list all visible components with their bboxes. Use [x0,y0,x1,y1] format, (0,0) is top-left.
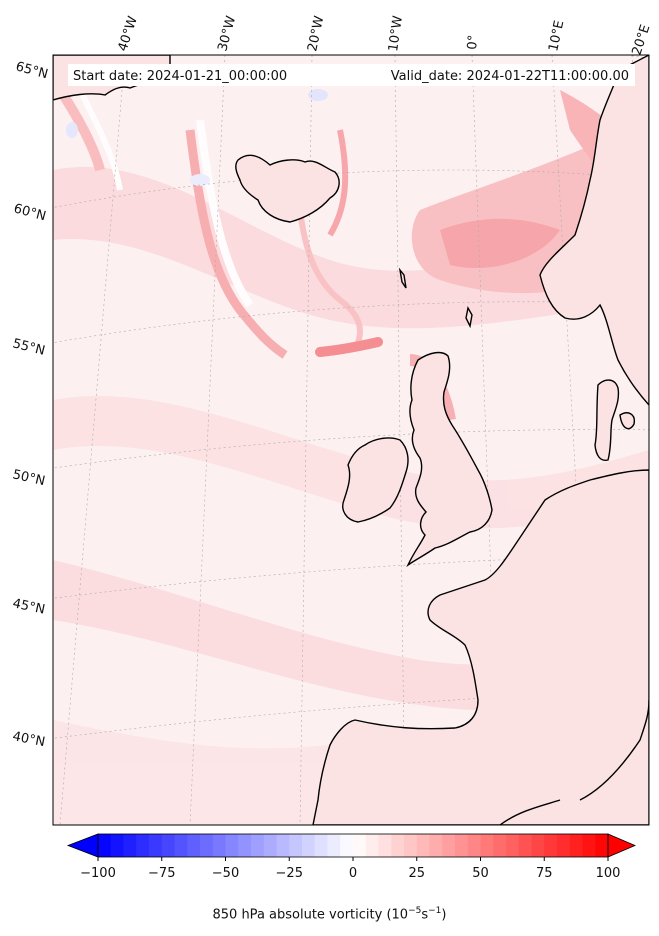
lat-label-55: 55°N [11,336,46,358]
colorbar-block [302,834,316,857]
colorbar-block [174,834,188,857]
scandinavia-coast [539,55,649,407]
colorbar-block [480,834,494,857]
latitude-labels: 65°N 60°N 55°N 50°N 45°N 40°N [11,59,49,750]
colorbar-block [340,834,354,857]
colorbar-label-prefix: 850 hPa absolute vorticity (10 [212,907,409,923]
valid-date-label: Valid_date: 2024-01-22T11:00:00.00 [391,69,629,84]
colorbar-block [378,834,392,857]
lon-label-20e: 20°E [630,23,654,57]
colorbar-block [531,834,545,857]
lon-label-10e: 10°E [546,19,567,53]
map-panel [53,55,649,825]
map-frame [52,54,650,826]
colorbar-tick-label: 50 [472,866,489,881]
lon-label-40w: 40°W [116,14,141,53]
colorbar-block [391,834,405,857]
colorbar-extend-min [66,833,99,858]
colorbar-block [276,834,290,857]
colorbar-block [455,834,469,857]
ireland-coast [342,437,409,523]
colorbar-extend-max [607,833,637,858]
colorbar-block [429,834,443,857]
colorbar-tick-label: 0 [349,866,357,881]
lon-label-20w: 20°W [305,14,327,52]
colorbar-tick-label: 100 [596,866,621,881]
colorbar-block [200,834,214,857]
colorbar-block [582,834,596,857]
colorbar-blocks [98,834,609,857]
colorbar-tick-label: 25 [408,866,425,881]
colorbar-block [442,834,456,857]
colorbar-block [263,834,277,857]
colorbar-block [506,834,520,857]
colorbar-block [544,834,558,857]
colorbar-tick-label: −75 [148,866,175,881]
colorbar-tick-label: 75 [536,866,553,881]
colorbar-block [518,834,532,857]
colorbar-block [314,834,328,857]
iceland-coast [235,154,340,223]
colorbar-block [212,834,226,857]
header-background [68,64,635,86]
colorbar-label-exp2: −1 [428,906,442,916]
colorbar-block [557,834,571,857]
colorbar-block [110,834,124,857]
colorbar-block [289,834,303,857]
colorbar-block [416,834,430,857]
colorbar-block [569,834,583,857]
colorbar-block [98,834,112,857]
lat-label-65: 65°N [14,59,50,82]
europe-mainland-coast [312,469,649,825]
colorbar-block [493,834,507,857]
colorbar-block [161,834,175,857]
colorbar-block [467,834,481,857]
colorbar-block [149,834,163,857]
colorbar-block [251,834,265,857]
colorbar-block [136,834,150,857]
lon-label-10w: 10°W [386,15,406,53]
colorbar-label-suffix: ) [441,907,447,923]
colorbar-block [365,834,379,857]
colorbar-block [225,834,239,857]
colorbar-block [353,834,367,857]
colorbar-tick-label: −50 [212,866,239,881]
colorbar-tick-label: −100 [80,866,116,881]
longitude-labels: 40°W 30°W 20°W 10°W 0° 10°E 20°E [116,14,654,57]
colorbar-block [123,834,137,857]
colorbar-tick-label: −25 [276,866,303,881]
lat-label-50: 50°N [11,467,46,489]
colorbar-block [187,834,201,857]
great-britain-coast [406,351,493,568]
denmark-coast [594,379,620,462]
colorbar-block [595,834,609,857]
lat-label-40: 40°N [11,729,46,750]
colorbar-block [327,834,341,857]
colorbar-label-mid: s [421,907,429,923]
colorbar: −100 −75 −50 −25 0 25 50 75 100 [66,833,637,881]
lat-label-60: 60°N [12,201,48,224]
colorbar-label: 850 hPa absolute vorticity (10−5s−1) [0,906,659,922]
coastlines [53,55,649,825]
colorbar-block [238,834,252,857]
start-date-label: Start date: 2024-01-21_00:00:00 [73,69,287,84]
colorbar-label-exp1: −5 [408,906,422,916]
lat-label-45: 45°N [11,596,46,617]
colorbar-block [404,834,418,857]
colorbar-ticks: −100 −75 −50 −25 0 25 50 75 100 [80,857,620,881]
lon-label-30w: 30°W [215,14,239,53]
lon-label-0: 0° [465,34,481,50]
